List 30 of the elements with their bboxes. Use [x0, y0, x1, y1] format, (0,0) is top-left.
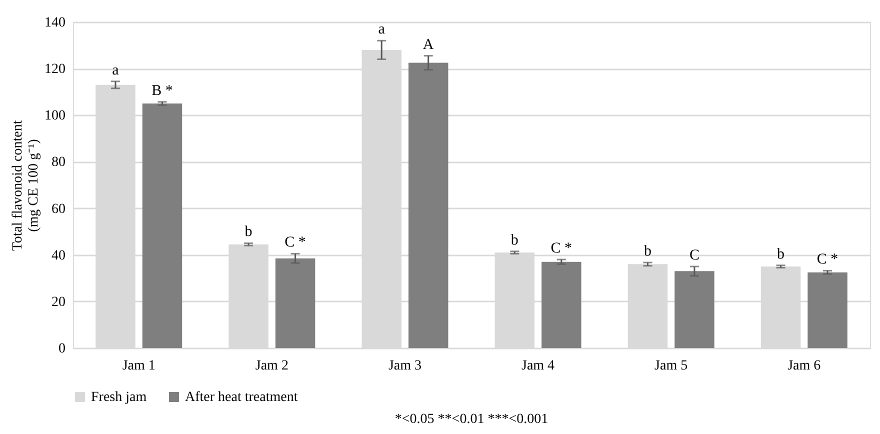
y-axis-title: Total flavonoid content (mg CE 100 g⁻¹)	[10, 120, 42, 251]
data-label: C *	[816, 252, 838, 268]
x-tick-label: Jam 5	[654, 358, 688, 374]
x-tick-label: Jam 4	[521, 358, 555, 374]
data-label: b	[510, 232, 518, 248]
y-tick-label: 40	[52, 248, 66, 264]
data-label: b	[777, 246, 785, 262]
x-tick-label: Jam 1	[122, 358, 156, 374]
y-tick-label: 100	[44, 108, 66, 124]
text: *<0.05 **<0.01 ***<0.001	[394, 412, 548, 427]
x-tick-label: Jam 3	[388, 358, 422, 374]
data-label: A	[422, 36, 434, 53]
x-tick-label: Jam 2	[255, 358, 288, 374]
y-tick-label: 140	[44, 16, 66, 30]
data-label: b	[244, 224, 252, 240]
data-label: C *	[550, 240, 572, 257]
data-label: b	[644, 244, 652, 260]
y-tick-label: 0	[58, 342, 66, 356]
y-tick-label: 20	[52, 294, 66, 310]
data-label: C *	[284, 234, 306, 251]
y-tick-label: 80	[52, 155, 66, 170]
legend-label: After heat treatment	[185, 390, 298, 405]
data-label: a	[112, 62, 120, 78]
data-label: a	[378, 22, 386, 38]
data-label: B *	[152, 82, 173, 99]
data-label: C	[689, 248, 700, 264]
y-tick-label: 120	[44, 62, 66, 78]
x-tick-label: Jam 6	[788, 358, 821, 374]
y-tick-label: 60	[52, 202, 66, 217]
legend-label: Fresh jam	[91, 390, 147, 405]
